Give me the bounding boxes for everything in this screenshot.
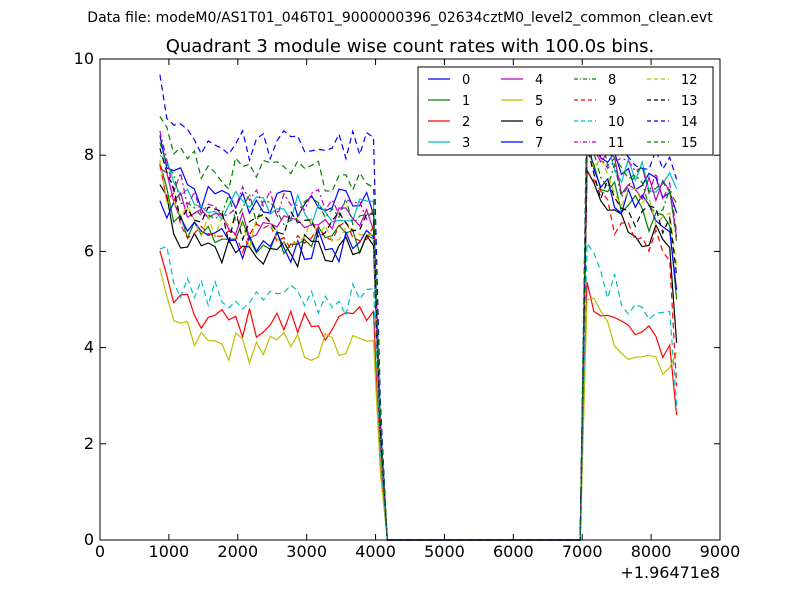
x-tick-label: 1000: [149, 542, 190, 561]
x-tick-label: 0: [95, 542, 105, 561]
legend-label-1: 1: [462, 94, 470, 109]
x-offset-label: +1.96471e8: [620, 563, 720, 582]
series-layer: [159, 74, 678, 541]
legend-label-12: 12: [681, 73, 698, 88]
legend-label-3: 3: [462, 136, 470, 151]
legend-label-5: 5: [535, 94, 543, 109]
figure-suptitle: Data file: modeM0/AS1T01_046T01_90000003…: [87, 10, 713, 26]
legend-label-11: 11: [608, 136, 625, 151]
legend-box: [417, 66, 714, 156]
legend-label-13: 13: [681, 94, 698, 109]
x-tick-label: 9000: [700, 542, 741, 561]
series-line-12: [159, 148, 678, 541]
x-tick-label: 4000: [355, 542, 396, 561]
series-line-6: [159, 168, 678, 541]
y-tick-label: 0: [84, 530, 94, 549]
legend-label-9: 9: [608, 94, 616, 109]
series-line-10: [159, 241, 678, 541]
y-tick-label: 4: [84, 338, 94, 357]
x-tick-label: 5000: [424, 542, 465, 561]
legend-label-15: 15: [681, 136, 698, 151]
legend-label-4: 4: [535, 73, 543, 88]
legend-label-10: 10: [608, 115, 625, 130]
series-line-0: [159, 132, 678, 541]
series-line-1: [159, 149, 678, 541]
legend-label-2: 2: [462, 115, 470, 130]
y-tick-label: 6: [84, 241, 94, 260]
axes-ticks: 0 1000 2000 3000 4000 5000 6000 7000 8000 9000 0 2 4…: [74, 49, 741, 561]
legend-label-8: 8: [608, 73, 616, 88]
chart-title: Quadrant 3 module wise count rates with …: [165, 36, 655, 57]
x-tick-label: 6000: [493, 542, 534, 561]
legend-label-14: 14: [681, 115, 698, 130]
series-line-3: [159, 121, 678, 541]
x-tick-label: 7000: [562, 542, 603, 561]
x-tick-label: 8000: [631, 542, 672, 561]
x-tick-label: 3000: [286, 542, 327, 561]
series-line-11: [159, 122, 678, 541]
legend-label-0: 0: [462, 73, 470, 88]
series-line-13: [159, 147, 678, 541]
y-tick-label: 2: [84, 434, 94, 453]
legend-label-6: 6: [535, 115, 543, 130]
series-line-9: [159, 164, 678, 541]
series-line-7: [159, 136, 678, 541]
series-line-2: [159, 250, 678, 541]
series-line-4: [159, 140, 678, 541]
y-tick-label: 8: [84, 145, 94, 164]
x-tick-label: 2000: [217, 542, 258, 561]
series-line-15: [159, 101, 678, 541]
y-tick-label: 10: [74, 49, 94, 68]
legend-label-7: 7: [535, 136, 543, 151]
series-line-5: [159, 268, 678, 541]
plot-frame: [99, 58, 721, 541]
